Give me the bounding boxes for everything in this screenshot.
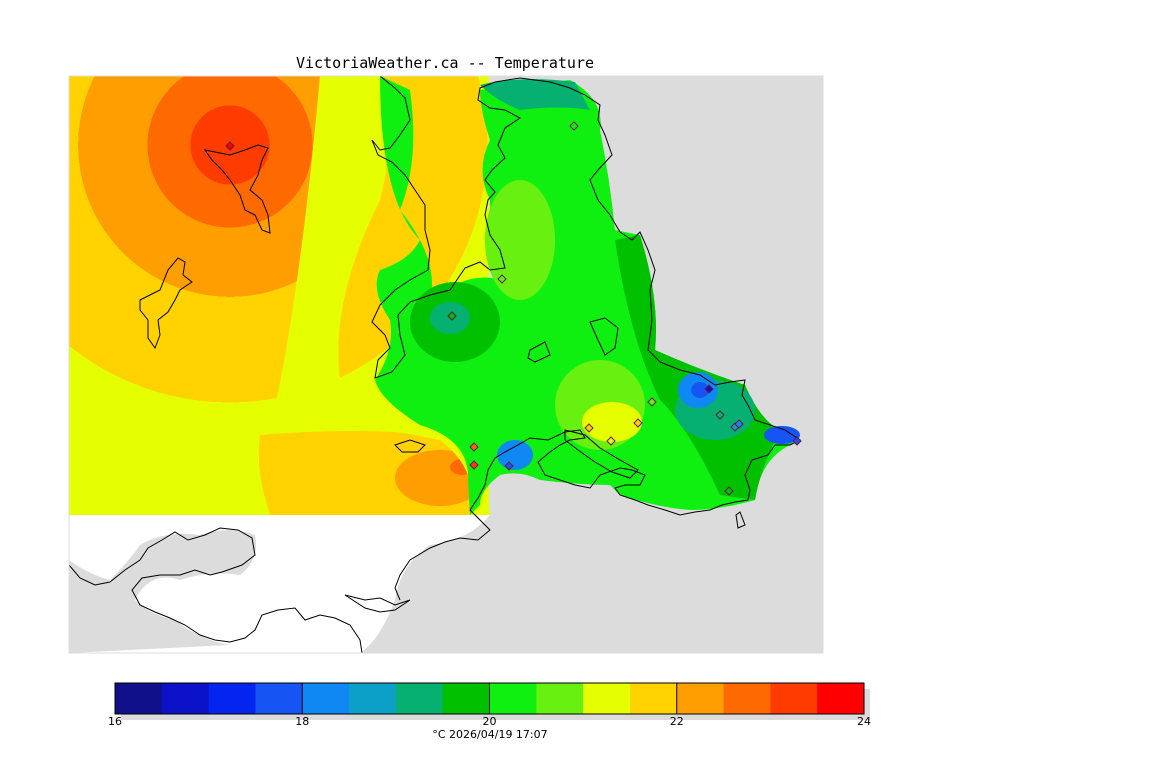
station-colwood-2-marker[interactable] <box>606 436 616 446</box>
station-sooke-2-marker[interactable] <box>469 460 479 470</box>
colorbar-swatch <box>817 683 865 714</box>
colorbar-swatch <box>442 683 490 714</box>
coastline-olympic <box>69 527 363 653</box>
station-cadboro-marker[interactable] <box>792 436 802 446</box>
station-sidney-marker[interactable] <box>497 274 507 284</box>
west-transition-band <box>270 76 490 515</box>
olympic-grey-strip <box>69 530 256 653</box>
colorbar-swatch <box>255 683 303 714</box>
coastlines <box>69 76 801 653</box>
colorbar-tick-label: 24 <box>857 715 871 728</box>
colorbar-swatch <box>161 683 210 714</box>
colorbar-swatch <box>536 683 584 714</box>
colorbar-swatch <box>583 683 631 714</box>
coastline-inner-harbour <box>564 429 639 479</box>
colorbar-tick-label: 20 <box>482 715 497 728</box>
colorbar-swatch <box>302 683 350 714</box>
uvic-cold-zone <box>691 382 709 398</box>
coastline-west-island <box>203 144 271 234</box>
colorbar-swatch <box>489 683 537 714</box>
coastline-west-inlet <box>139 257 193 350</box>
station-oak-bay-3-marker[interactable] <box>734 419 744 429</box>
station-uvic-marker[interactable] <box>704 384 714 394</box>
coastline-portland-island <box>589 317 619 356</box>
colorbar-swatch <box>629 683 678 714</box>
station-saltspring-marker[interactable] <box>569 121 579 131</box>
map-title: VictoriaWeather.ca -- Temperature <box>295 54 594 72</box>
colorbar-swatch <box>349 683 397 714</box>
station-colwood-1-marker[interactable] <box>584 423 594 433</box>
cadboro-cool-zone <box>764 426 800 444</box>
station-north-island-marker[interactable] <box>225 141 235 151</box>
coastline-discovery <box>735 511 746 529</box>
station-oak-bay-1-marker[interactable] <box>715 410 725 420</box>
colorbar <box>114 682 870 720</box>
map-frame <box>68 75 824 654</box>
peninsula-yellow-zone <box>582 402 642 442</box>
coastline-peninsula <box>371 76 801 601</box>
station-central-marker[interactable] <box>447 311 457 321</box>
station-saanich-marker[interactable] <box>647 397 657 407</box>
coastline-sooke-island <box>394 439 426 453</box>
metchosin-cool-zone <box>497 440 533 470</box>
peninsula-lime-zone-north <box>485 180 555 300</box>
station-view-royal-marker[interactable] <box>633 418 643 428</box>
colorbar-swatch <box>115 683 163 714</box>
station-sooke-1-marker[interactable] <box>469 442 479 452</box>
station-victoria-marker[interactable] <box>724 486 734 496</box>
colorbar-tick-label: 18 <box>295 715 310 728</box>
north-teal-zone <box>480 79 590 110</box>
station-metchosin-marker[interactable] <box>504 461 514 471</box>
colorbar-swatch <box>395 683 444 714</box>
colorbar-swatch <box>208 683 256 714</box>
colorbar-swatch <box>676 683 725 714</box>
colorbar-tick-label: 22 <box>669 715 684 728</box>
coastline-james-island <box>527 341 551 363</box>
colorbar-tick-label: 16 <box>108 715 122 728</box>
station-markers <box>225 121 802 496</box>
colorbar-swatch <box>770 683 818 714</box>
coastline-port-angeles <box>344 594 411 613</box>
colorbar-swatch <box>723 683 771 714</box>
west-yellow-band <box>69 76 320 422</box>
units-timestamp-caption: °C 2026/04/19 17:07 <box>432 728 548 741</box>
